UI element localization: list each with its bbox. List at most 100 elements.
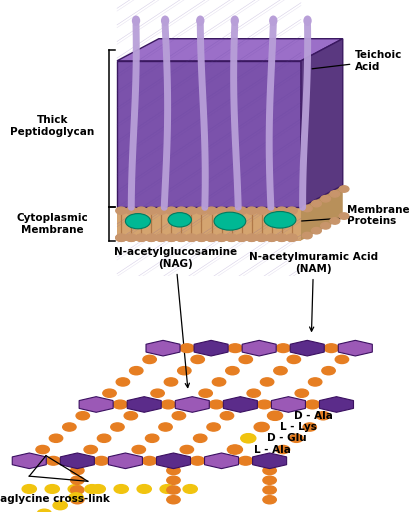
Polygon shape [117,207,301,241]
Circle shape [257,400,272,409]
Circle shape [206,234,217,241]
Polygon shape [127,397,161,412]
Text: Pentaglycine cross-link: Pentaglycine cross-link [0,494,110,504]
Circle shape [183,484,197,494]
Circle shape [22,484,36,494]
Circle shape [126,234,137,241]
Polygon shape [108,453,143,468]
Circle shape [241,434,256,443]
Circle shape [305,400,320,409]
Ellipse shape [269,15,278,26]
Ellipse shape [125,214,150,229]
Circle shape [136,234,147,241]
Circle shape [176,234,187,241]
Circle shape [263,496,276,504]
Circle shape [302,232,312,239]
Text: N-acetylmuramic Acid
(NAM): N-acetylmuramic Acid (NAM) [249,252,378,331]
Circle shape [63,423,76,431]
Circle shape [159,423,172,431]
Circle shape [220,412,234,420]
Circle shape [199,389,212,397]
Polygon shape [301,39,343,207]
Text: L - Ala: L - Ala [254,444,291,455]
Circle shape [246,234,257,241]
Ellipse shape [168,212,191,227]
Circle shape [136,234,147,241]
Polygon shape [79,397,113,412]
Circle shape [103,389,116,397]
Circle shape [114,484,128,494]
Ellipse shape [132,15,140,26]
Circle shape [111,423,124,431]
Circle shape [339,213,349,219]
Circle shape [256,234,267,241]
Circle shape [180,344,194,352]
Circle shape [276,234,287,241]
Circle shape [94,457,109,465]
Circle shape [116,207,127,214]
Circle shape [274,367,287,375]
Circle shape [286,207,297,214]
Circle shape [167,486,180,494]
Circle shape [236,234,247,241]
Circle shape [45,484,59,494]
Circle shape [302,205,312,211]
Circle shape [216,207,227,214]
Circle shape [68,484,82,494]
Circle shape [276,344,291,352]
Circle shape [286,234,297,241]
Circle shape [37,509,51,512]
Circle shape [247,389,260,397]
Text: Teichoic
Acid: Teichoic Acid [312,50,403,72]
Circle shape [166,234,177,241]
Circle shape [286,234,297,241]
Circle shape [256,207,267,214]
Polygon shape [252,453,287,468]
Circle shape [85,484,99,494]
Circle shape [71,486,84,494]
Polygon shape [301,185,343,241]
Polygon shape [271,397,306,412]
Circle shape [316,412,330,420]
Circle shape [160,484,174,494]
Circle shape [227,445,242,454]
Circle shape [207,423,220,431]
Circle shape [176,207,187,214]
Polygon shape [223,397,257,412]
Circle shape [186,234,197,241]
Circle shape [216,234,227,241]
Circle shape [263,466,276,475]
Circle shape [322,367,335,375]
Circle shape [196,207,207,214]
Circle shape [36,445,49,454]
Circle shape [71,466,84,475]
Circle shape [330,190,340,197]
Text: Cytoplasmic
Membrane: Cytoplasmic Membrane [16,213,88,234]
Circle shape [167,496,180,504]
Ellipse shape [231,15,239,26]
Circle shape [236,207,247,214]
Circle shape [46,457,60,465]
Circle shape [166,207,177,214]
Ellipse shape [303,15,312,26]
Circle shape [242,434,255,442]
Circle shape [156,234,167,241]
Circle shape [321,223,331,229]
Circle shape [53,501,67,510]
Circle shape [126,234,137,241]
Polygon shape [290,340,324,356]
Circle shape [178,367,191,375]
Circle shape [167,466,180,475]
Circle shape [116,378,130,386]
Circle shape [196,234,207,241]
Circle shape [156,207,167,214]
Polygon shape [319,397,354,412]
Circle shape [324,344,339,352]
Circle shape [84,445,97,454]
Circle shape [71,496,84,504]
Circle shape [191,355,204,364]
Circle shape [132,445,145,454]
Polygon shape [204,453,239,468]
Circle shape [142,457,156,465]
Polygon shape [194,340,228,356]
